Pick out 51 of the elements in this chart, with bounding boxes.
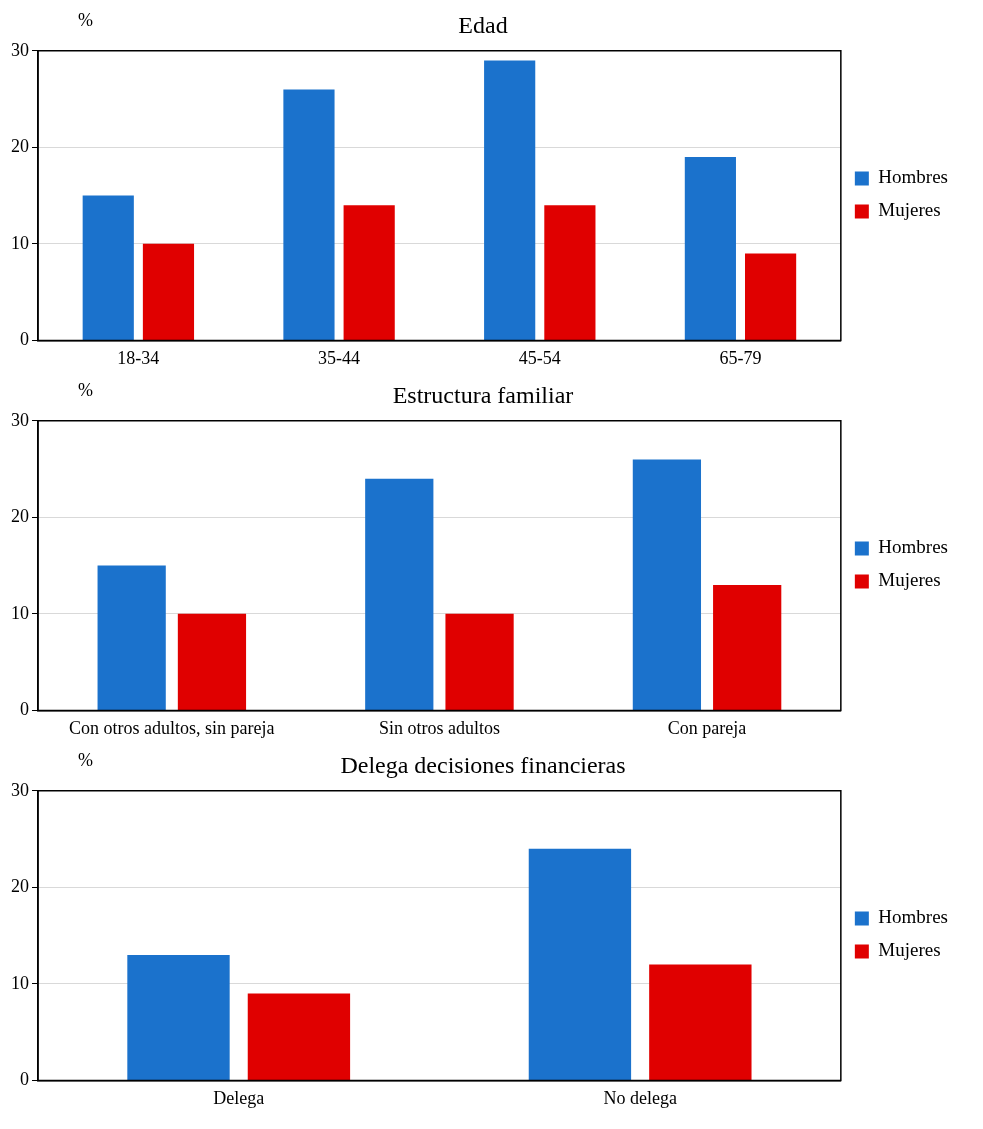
y-tick-label: 10 [11, 602, 29, 623]
bar [343, 205, 395, 340]
y-tick-label: 0 [20, 329, 29, 350]
bar [177, 613, 247, 710]
bar [247, 993, 351, 1080]
y-tick-label: 0 [20, 1069, 29, 1090]
y-tick-label: 30 [11, 779, 29, 800]
bar [745, 253, 797, 340]
bar [649, 964, 752, 1080]
x-tick-label: Con pareja [667, 717, 747, 738]
x-tick-label: Con otros adultos, sin pareja [69, 717, 275, 738]
chart-title: Delega decisiones financieras [340, 751, 626, 778]
y-tick-label: 20 [11, 506, 29, 527]
bar [365, 478, 434, 710]
bar [632, 459, 702, 710]
x-tick-label: 35-44 [318, 347, 361, 368]
bar [684, 156, 736, 340]
legend-label: Mujeres [878, 199, 941, 221]
x-tick-label: Delega [213, 1087, 265, 1108]
y-tick-label: 30 [11, 409, 29, 430]
x-tick-label: No delega [603, 1087, 677, 1108]
legend-label: Hombres [878, 906, 948, 928]
bar [445, 613, 514, 710]
bar [283, 89, 335, 340]
legend-label: Mujeres [878, 939, 941, 961]
y-axis-title: % [78, 750, 93, 771]
y-tick-label: 20 [11, 136, 29, 157]
bar [544, 205, 596, 340]
bar [528, 848, 632, 1080]
bar [97, 565, 166, 710]
x-tick-label: 65-79 [719, 347, 762, 368]
bar [484, 60, 536, 340]
legend-label: Hombres [878, 166, 948, 188]
bar [713, 584, 782, 710]
y-axis-title: % [78, 380, 93, 401]
bar [82, 195, 134, 340]
x-tick-label: Sin otros adultos [378, 717, 500, 738]
x-tick-label: 18-34 [117, 347, 160, 368]
bar [142, 243, 195, 340]
y-tick-label: 10 [11, 232, 29, 253]
legend-label: Mujeres [878, 569, 941, 591]
x-tick-label: 45-54 [518, 347, 561, 368]
y-axis-title: % [78, 10, 93, 31]
y-tick-label: 0 [20, 699, 29, 720]
chart-title: Edad [458, 11, 508, 38]
y-tick-label: 20 [11, 876, 29, 897]
chart-title: Estructura familiar [392, 381, 574, 408]
y-tick-label: 30 [11, 39, 29, 60]
bar [127, 954, 230, 1080]
legend-label: Hombres [878, 536, 948, 558]
y-tick-label: 10 [11, 972, 29, 993]
